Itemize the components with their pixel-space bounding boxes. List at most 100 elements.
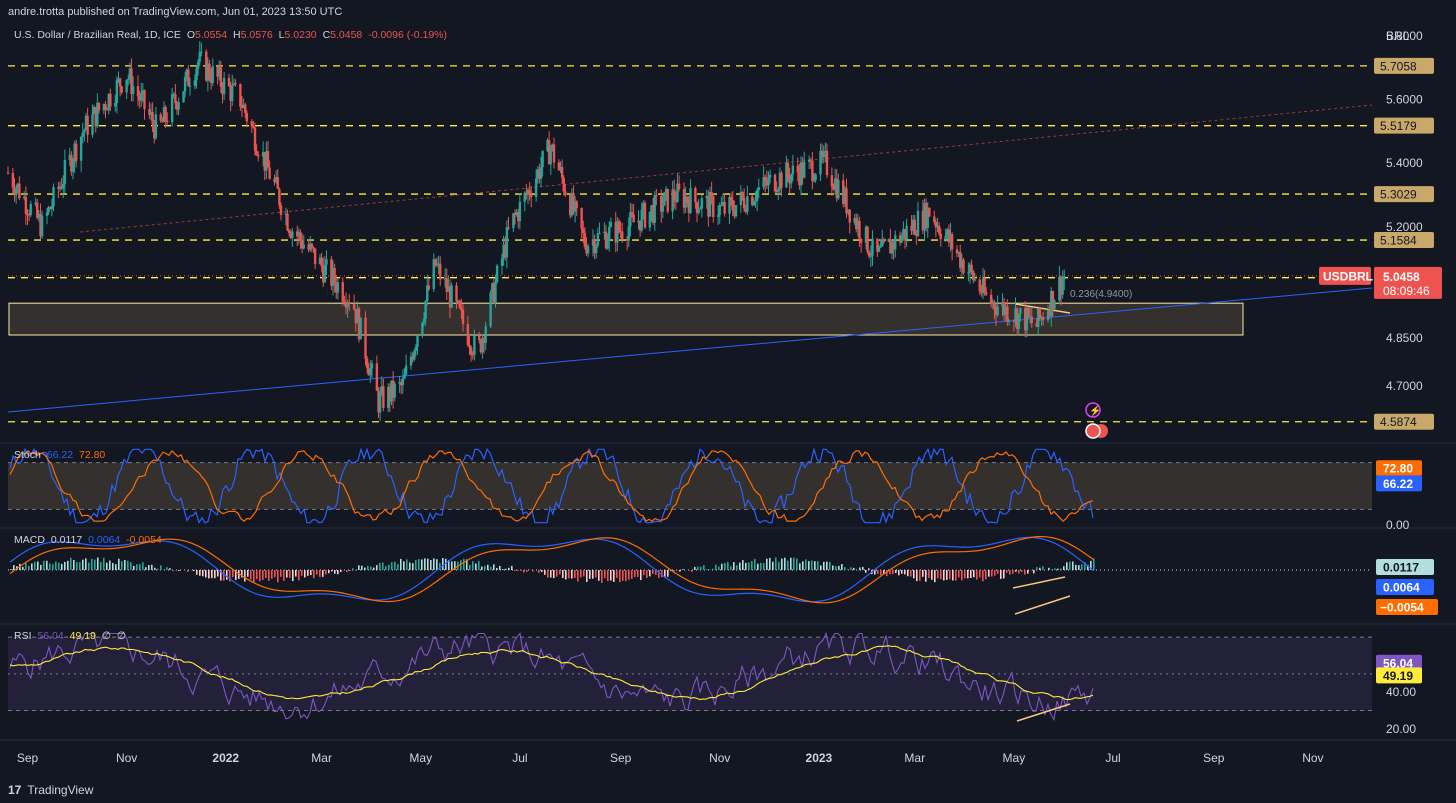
candle-body [443,278,447,280]
time-tick-label-9: Mar [904,751,925,765]
rsi-ma-line [9,645,1094,701]
macd-hist-bar [697,566,699,570]
macd-hist-bar [604,570,606,579]
macd-hist-bar [874,570,876,575]
tradingview-logo-icon[interactable]: 17 [8,783,22,797]
candle-body [141,90,145,93]
candle-body [104,104,107,110]
macd-hist-bar [352,568,354,570]
candle-body [619,231,622,233]
candle-body [302,244,305,249]
macd-hist-bar [1039,567,1041,570]
macd-hist-bar [736,565,738,570]
footer-brand[interactable]: TradingView [27,783,94,797]
macd-hist-bar [1075,564,1077,570]
candle-body [859,238,863,243]
macd-hist-bar [160,565,162,570]
macd-hist-bar [607,570,609,582]
candle-body [222,77,226,95]
macd-hist-bar [772,561,774,570]
candle-body [11,173,15,188]
macd-hist-bar [514,570,516,571]
candle-body [450,285,453,308]
candle-body [120,86,123,93]
publisher-header: andre.trotta published on TradingView.co… [8,6,343,18]
macd-hist-bar [349,570,351,571]
macd-hist-bar [625,570,627,582]
candle-body [560,166,564,178]
macd-hist-bar [304,570,306,578]
symbol-title[interactable]: U.S. Dollar / Brazilian Real, 1D, ICE [14,29,181,41]
macd-hist-bar [403,561,405,570]
macd-hist-bar [97,557,99,570]
macd-hist-bar [889,570,891,575]
macd-hist-bar [745,562,747,570]
candle-body [1001,302,1004,307]
candle-body [894,235,897,250]
candle-body [365,358,369,369]
macd-hist-bar [973,570,975,578]
candle-body [671,189,674,212]
candle-body [741,191,744,198]
macd-hist-bar [307,570,309,576]
candle-body [140,92,143,101]
candle-body [970,264,973,272]
macd-title[interactable]: MACD [14,534,45,546]
candle-body [143,90,146,109]
candles [6,41,1066,421]
macd-hist-bar [751,561,753,570]
candle-body [1051,291,1055,309]
candle-body [495,265,499,282]
countdown-badge: 08:09:46 [1383,284,1430,298]
last-price-badge: 5.0458 [1383,270,1420,284]
candle-body [154,114,158,139]
macd-hist-bar [85,558,87,570]
macd-hist-bar [346,570,348,572]
macd-hist-bar [241,570,243,578]
candle-body [845,188,848,214]
level-badge-bg-0 [1374,57,1434,74]
macd-hist-bar [52,564,54,570]
macd-hist-bar [340,570,342,573]
macd-hist-bar [940,570,942,580]
candle-body [547,140,551,165]
candle-body [274,177,278,183]
candle-body [1041,317,1045,321]
macd-hist-bar [397,564,399,570]
candle-body [426,285,429,301]
macd-hist-bar [1003,570,1005,579]
candle-body [617,221,621,232]
candle-body [424,300,427,319]
macd-hist-bar [487,564,489,570]
macd-hist-bar [271,570,273,579]
candle-body [198,51,201,62]
candle-body [858,220,861,239]
rsi-ma-badge: 49.19 [1383,669,1413,683]
candle-body [91,114,94,135]
candle-body [182,91,185,103]
candle-body [287,230,291,233]
macd-hist-bar [37,561,39,570]
rsi-title[interactable]: RSI [14,630,32,642]
stoch-title[interactable]: Stoch [14,449,41,461]
macd-hist-bar [574,570,576,579]
candle-body [812,180,816,182]
candle-body [346,302,349,308]
candle-body [13,187,16,196]
macd-hist-bar [25,562,27,570]
macd-hist-bar [106,562,108,570]
macd-hist-bar [898,570,900,576]
candle-body [1017,313,1020,329]
macd-hist-bar [820,565,822,570]
candle-body [637,220,640,223]
macd-hist-bar [721,563,723,570]
candle-body [664,188,668,193]
candle-body [185,69,188,77]
macd-hist-bar [1057,568,1059,570]
candle-body [785,163,788,188]
macd-hist-bar [589,570,591,579]
candle-body [968,264,972,273]
macd-hist-bar [502,569,504,570]
candle-body [621,231,624,239]
